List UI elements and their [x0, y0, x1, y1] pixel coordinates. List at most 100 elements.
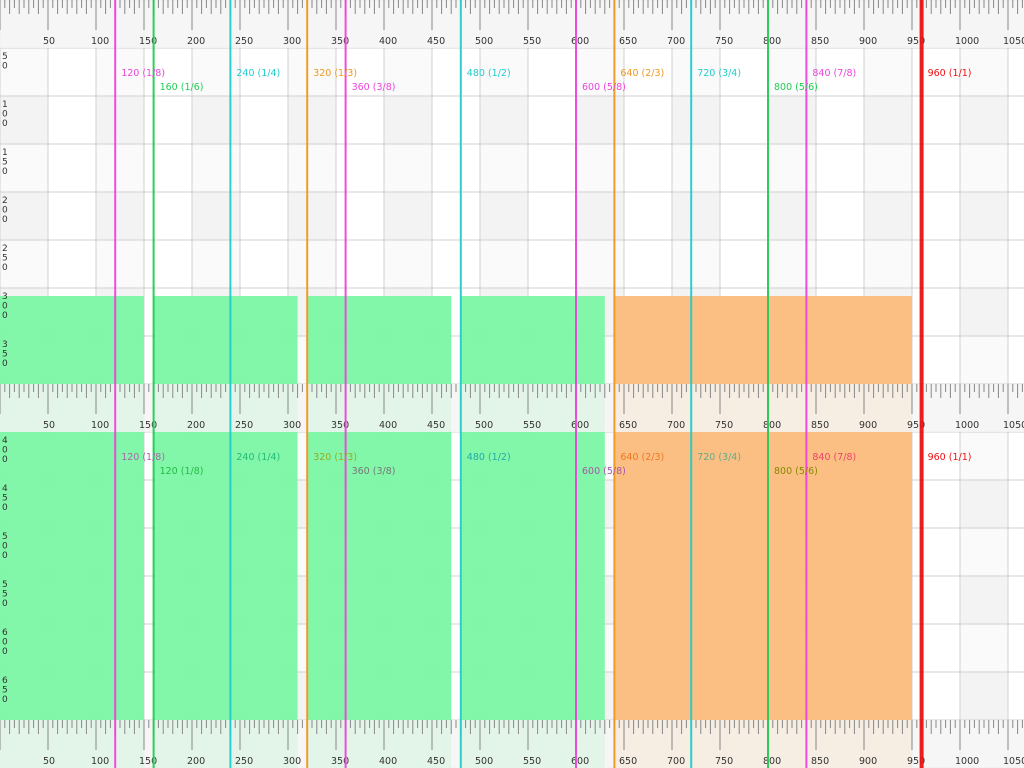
vertical-ruler-label: 5	[2, 350, 8, 360]
guide-label: 840 (7/8)	[812, 452, 856, 463]
vertical-ruler-label: 0	[2, 647, 8, 657]
horizontal-ruler	[0, 384, 1024, 432]
vertical-ruler-label: 5	[2, 590, 8, 600]
vertical-ruler-label: 0	[2, 359, 8, 369]
ruler-label: 950	[907, 756, 925, 767]
guide-label: 640 (2/3)	[620, 452, 664, 463]
layout-column	[153, 296, 298, 768]
vertical-ruler-label: 0	[2, 110, 8, 120]
guide-label: 360 (3/8)	[352, 466, 396, 477]
background-cell	[0, 144, 48, 192]
ruler-label: 250	[235, 36, 253, 47]
ruler-label: 550	[523, 36, 541, 47]
ruler-label: 850	[811, 420, 829, 431]
background-cell	[960, 336, 1008, 384]
ruler-label: 600	[571, 756, 589, 767]
vertical-ruler-label: 5	[2, 580, 8, 590]
background-cell	[864, 144, 912, 192]
background-cell	[960, 48, 1008, 96]
background-cell	[576, 240, 624, 288]
vertical-ruler-label: 0	[2, 446, 8, 456]
guide-label: 240 (1/4)	[236, 452, 280, 463]
background-cell	[192, 144, 240, 192]
ruler-label: 300	[283, 36, 301, 47]
ruler-label: 1000	[955, 756, 979, 767]
background-cell	[960, 624, 1008, 672]
ruler-label: 150	[139, 756, 157, 767]
background-cell	[192, 240, 240, 288]
vertical-ruler-label: 0	[2, 695, 8, 705]
guide-label: 600 (5/8)	[582, 82, 626, 93]
ruler-label: 100	[91, 420, 109, 431]
layout-column	[307, 296, 452, 768]
background-cell	[384, 240, 432, 288]
ruler-label: 900	[859, 420, 877, 431]
vertical-ruler-label: 1	[2, 148, 8, 158]
background-cell	[480, 240, 528, 288]
background-cell	[384, 48, 432, 96]
horizontal-ruler	[0, 0, 1024, 48]
ruler-label: 450	[427, 420, 445, 431]
ruler-label: 800	[763, 36, 781, 47]
ruler-label: 900	[859, 756, 877, 767]
ruler-label: 950	[907, 36, 925, 47]
background-cell	[768, 48, 816, 96]
ruler-label: 350	[331, 36, 349, 47]
background-cell	[192, 48, 240, 96]
vertical-ruler-label: 0	[2, 167, 8, 177]
vertical-ruler-label: 0	[2, 263, 8, 273]
background-cell	[576, 48, 624, 96]
guide-label: 120 (1/8)	[160, 466, 204, 477]
ruler-label: 250	[235, 420, 253, 431]
ruler-label: 100	[91, 756, 109, 767]
guide-label: 600 (5/8)	[582, 466, 626, 477]
background-cell	[672, 144, 720, 192]
guide-label: 960 (1/1)	[928, 68, 972, 79]
background-cell	[384, 144, 432, 192]
ruler-label: 150	[139, 420, 157, 431]
vertical-ruler-label: 0	[2, 62, 8, 72]
ruler-label: 1050	[1003, 36, 1024, 47]
ruler-label: 800	[763, 420, 781, 431]
background-cell	[0, 240, 48, 288]
ruler-label: 400	[379, 36, 397, 47]
guide-label: 960 (1/1)	[928, 452, 972, 463]
ruler-label: 700	[667, 756, 685, 767]
vertical-ruler-label: 0	[2, 638, 8, 648]
guide-label: 240 (1/4)	[236, 68, 280, 79]
guide-label: 800 (5/6)	[774, 466, 818, 477]
vertical-ruler-label: 2	[2, 244, 8, 254]
vertical-ruler-label: 1	[2, 100, 8, 110]
ruler-label: 50	[43, 756, 55, 767]
ruler-label: 700	[667, 36, 685, 47]
vertical-ruler-label: 3	[2, 292, 8, 302]
guide-label: 360 (3/8)	[352, 82, 396, 93]
vertical-ruler-label: 3	[2, 340, 8, 350]
background-cell	[576, 144, 624, 192]
ruler-label: 200	[187, 756, 205, 767]
ruler-label: 50	[43, 36, 55, 47]
background-cell	[672, 48, 720, 96]
ruler-label: 350	[331, 756, 349, 767]
ruler-label: 850	[811, 756, 829, 767]
background-cell	[864, 240, 912, 288]
ruler-label: 300	[283, 756, 301, 767]
ruler-label: 350	[331, 420, 349, 431]
guide-label: 160 (1/6)	[160, 82, 204, 93]
layout-column	[614, 296, 912, 768]
guide-label: 720 (3/4)	[697, 68, 741, 79]
vertical-ruler-label: 6	[2, 676, 8, 686]
horizontal-ruler	[0, 720, 1024, 768]
ruler-label: 1000	[955, 36, 979, 47]
ruler-label: 450	[427, 756, 445, 767]
vertical-ruler-label: 5	[2, 158, 8, 168]
ruler-label: 450	[427, 36, 445, 47]
guide-label: 320 (1/3)	[313, 452, 357, 463]
layout-column	[0, 296, 144, 768]
vertical-ruler-label: 0	[2, 599, 8, 609]
background-cell	[960, 144, 1008, 192]
ruler-label: 100	[91, 36, 109, 47]
ruler-label: 750	[715, 756, 733, 767]
background-cell	[768, 240, 816, 288]
